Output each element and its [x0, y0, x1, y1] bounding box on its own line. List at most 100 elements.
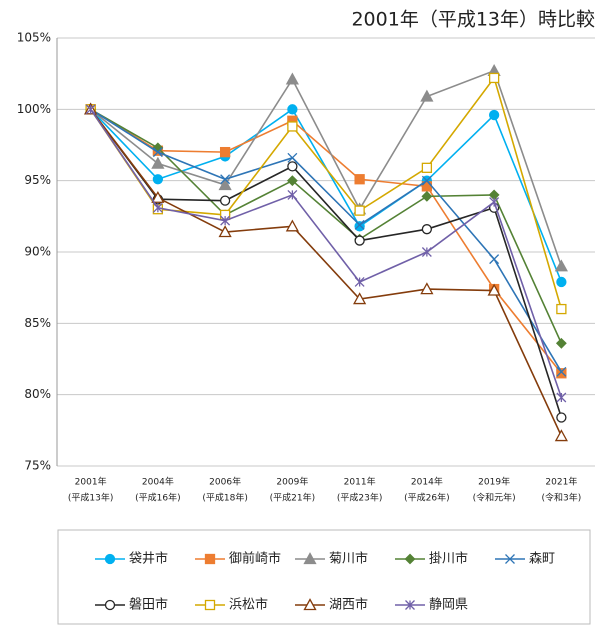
legend-marker [104, 553, 116, 565]
series-line [90, 108, 563, 374]
marker [220, 174, 231, 185]
marker [421, 162, 433, 173]
legend-label: 御前崎市 [229, 551, 281, 567]
marker [488, 72, 500, 84]
marker [489, 197, 500, 208]
marker [204, 599, 216, 611]
x-tick-label: 2019年 [478, 476, 510, 488]
series-line [89, 108, 563, 437]
marker [303, 598, 317, 611]
x-tick-label: (平成13年) [68, 492, 113, 504]
marker [420, 89, 434, 102]
marker [152, 174, 164, 185]
marker [353, 292, 367, 305]
marker [489, 254, 500, 265]
series-line [89, 108, 563, 398]
marker [303, 552, 317, 565]
y-tick-label: 90% [24, 245, 51, 259]
marker [151, 156, 165, 169]
y-tick-label: 80% [24, 387, 51, 401]
marker [405, 600, 415, 610]
legend-box [57, 529, 591, 625]
legend-label: 掛川市 [429, 551, 468, 567]
marker [287, 152, 298, 163]
legend-label: 磐田市 [129, 597, 168, 613]
marker [287, 104, 298, 115]
marker [152, 202, 163, 213]
y-tick-label: 75% [24, 459, 51, 473]
marker [556, 276, 567, 288]
y-tick-label: 105% [17, 31, 51, 45]
marker [287, 161, 298, 172]
y-tick-label: 85% [24, 316, 51, 330]
marker [554, 429, 568, 442]
marker [285, 72, 299, 85]
marker [354, 174, 365, 185]
legend-label: 湖西市 [329, 597, 368, 613]
marker [218, 178, 232, 191]
marker [287, 189, 298, 200]
marker [421, 190, 433, 202]
marker [152, 147, 163, 158]
series-line [90, 69, 563, 267]
marker [354, 205, 365, 216]
series-line [90, 108, 563, 373]
legend-marker [104, 599, 116, 611]
x-tick-label: (平成21年) [270, 492, 315, 504]
x-tick-label: (平成16年) [135, 492, 180, 504]
x-tick-label: (平成23年) [337, 492, 382, 504]
legend-marker [404, 553, 416, 565]
marker [421, 224, 433, 235]
x-tick-label: 2011年 [344, 476, 376, 488]
marker [354, 277, 365, 287]
marker [104, 599, 116, 611]
marker [556, 392, 567, 403]
x-tick-label: (令和元年) [473, 492, 516, 504]
y-tick-label: 95% [24, 173, 51, 187]
marker [505, 554, 515, 564]
x-tick-label: 2014年 [411, 476, 443, 488]
legend-label: 静岡県 [429, 598, 468, 613]
marker [286, 175, 298, 187]
marker [488, 109, 500, 121]
marker [104, 553, 116, 565]
legend-marker [303, 552, 317, 565]
marker [421, 175, 432, 186]
x-tick-label: (平成18年) [202, 492, 247, 504]
marker [556, 303, 567, 315]
legend-label: 浜松市 [229, 597, 268, 613]
series-line [90, 108, 563, 344]
marker [218, 225, 232, 238]
marker [219, 195, 231, 206]
x-tick-label: 2004年 [142, 476, 174, 488]
marker [420, 282, 434, 295]
x-tick-label: 2006年 [209, 476, 241, 488]
marker [287, 121, 298, 132]
x-tick-label: (令和3年) [542, 492, 582, 504]
marker [556, 368, 567, 379]
marker [151, 190, 165, 203]
x-tick-label: (平成26年) [404, 492, 449, 504]
legend-marker [505, 554, 515, 564]
marker [487, 283, 501, 296]
marker [85, 104, 96, 115]
x-tick-label: 2021年 [545, 476, 577, 488]
marker [354, 235, 365, 246]
chart-title: 2001年（平成13年）時比較 [351, 9, 595, 31]
x-tick-label: 2001年 [75, 476, 107, 488]
marker [204, 553, 216, 565]
legend-label: 森町 [529, 552, 555, 567]
marker [219, 146, 231, 158]
legend-marker [204, 553, 216, 565]
legend-label: 袋井市 [129, 551, 168, 567]
marker [555, 337, 567, 349]
legend-marker [303, 598, 317, 611]
marker [556, 412, 567, 423]
marker [220, 215, 231, 226]
legend-marker [405, 600, 415, 610]
legend-label: 菊川市 [329, 551, 368, 567]
marker [354, 219, 365, 230]
legend-marker [204, 599, 216, 611]
marker [285, 219, 299, 232]
